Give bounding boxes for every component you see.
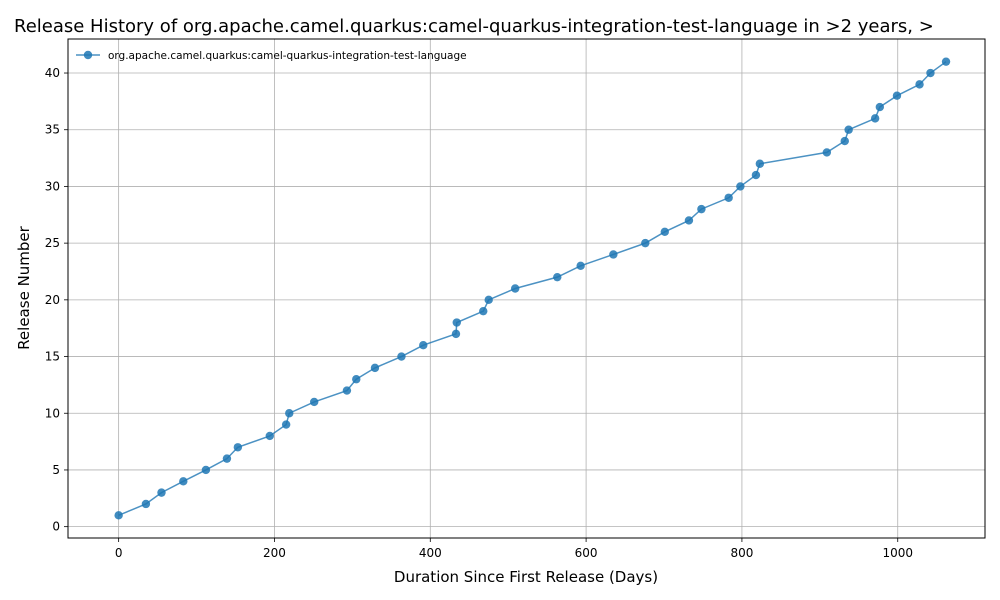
data-point [419,341,428,350]
plot-frame [67,38,986,539]
grid-lines [68,39,985,538]
series-layer [114,57,951,520]
data-point [892,91,902,100]
data-point [342,386,352,395]
legend-marker [83,50,93,60]
x-tick-label: 600 [575,546,598,560]
y-tick-label: 5 [52,463,60,477]
data-point [222,454,232,463]
y-tick-label: 10 [45,406,60,420]
data-point [309,397,319,407]
data-point [840,136,849,146]
x-tick-label: 1000 [882,546,913,560]
data-point [479,306,488,316]
y-ticks: 0 5 10 15 20 25 30 35 40 [45,66,68,534]
x-tick-label: 0 [115,546,123,560]
data-point [451,329,461,339]
data-point [641,238,650,248]
data-point [941,57,951,66]
data-point [875,102,885,112]
data-point [751,170,761,180]
data-point [915,80,924,89]
y-tick-label: 40 [45,66,60,80]
data-point [926,68,935,78]
y-tick-label: 30 [45,179,60,193]
data-point [484,295,493,305]
data-point [724,193,733,202]
x-axis-label: Duration Since First Release (Days) [394,568,658,586]
data-point [452,318,461,327]
data-point [157,488,166,497]
y-tick-label: 35 [45,123,60,137]
data-point [511,284,520,293]
data-point [844,125,853,134]
data-point [201,465,211,475]
legend-label: org.apache.camel.quarkus:camel-quarkus-i… [108,50,467,62]
x-tick-label: 200 [263,546,286,560]
y-tick-label: 0 [52,520,60,534]
data-point [736,182,745,191]
data-point [265,431,274,441]
x-ticks: 0 200 400 600 800 1000 [115,538,913,560]
y-tick-label: 15 [45,350,60,364]
x-tick-label: 400 [419,546,442,560]
data-point [370,363,380,373]
legend: org.apache.camel.quarkus:camel-quarkus-i… [76,50,467,62]
data-point [684,216,694,225]
data-point [822,148,832,157]
data-point [755,159,765,168]
data-point [576,261,585,271]
data-point [697,204,706,214]
x-tick-label: 800 [730,546,753,560]
y-axis-label: Release Number [15,225,33,349]
y-tick-label: 20 [45,293,60,307]
data-point [609,250,618,259]
data-point [870,114,880,123]
data-point [281,420,291,429]
data-point [285,409,294,418]
y-tick-label: 25 [45,236,60,250]
data-point [397,352,406,361]
data-point [233,443,243,452]
chart-title: Release History of org.apache.camel.quar… [14,16,934,37]
data-point [660,227,669,236]
data-point [553,272,562,282]
data-point [352,375,361,384]
data-point [179,477,188,486]
data-point [141,499,151,509]
data-point [114,511,123,520]
